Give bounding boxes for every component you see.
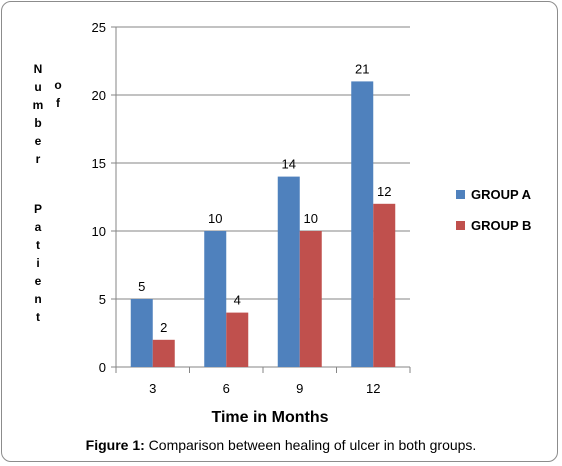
y-tick-label: 10 (92, 224, 106, 239)
data-label: 14 (282, 157, 296, 172)
y-title-letter: a (35, 220, 42, 234)
x-tick-label: 9 (296, 381, 303, 396)
bar-group-b-6 (226, 312, 249, 367)
bar-group-b-3 (152, 339, 175, 367)
caption-label: Figure 1: (85, 437, 145, 453)
bar-group-a-12 (351, 81, 374, 368)
y-tick-label: 20 (92, 88, 106, 103)
x-tick-label: 3 (149, 381, 156, 396)
y-tick-label: 5 (99, 292, 106, 307)
y-title-letter: u (34, 80, 41, 94)
caption-text: Comparison between healing of ulcer in b… (144, 437, 477, 453)
data-label: 10 (208, 211, 222, 226)
y-title-letter: P (34, 202, 42, 216)
data-label: 5 (138, 279, 145, 294)
y-title-word-of: of (54, 78, 61, 110)
y-title-letter: b (34, 116, 41, 130)
x-tick-label: 12 (366, 381, 380, 396)
y-tick-label: 25 (92, 20, 106, 35)
bar-group-b-12 (373, 203, 396, 367)
data-label: 12 (377, 184, 391, 199)
data-label: 2 (160, 320, 167, 335)
y-title-letter: o (54, 78, 61, 92)
y-title-letter: N (34, 62, 43, 76)
bar-group-b-9 (299, 231, 322, 367)
data-label: 4 (234, 293, 241, 308)
y-title-letter: t (36, 238, 40, 252)
bars (130, 81, 396, 368)
y-title-letter: r (36, 152, 41, 166)
legend-label: GROUP B (471, 218, 531, 233)
legend-swatch-group-a (456, 190, 465, 199)
x-tick-label: 6 (223, 381, 230, 396)
legend-swatch-group-b (456, 221, 465, 230)
y-title-letter: n (34, 292, 41, 306)
legend: GROUP A GROUP B (456, 187, 532, 233)
data-labels: 5 2 10 4 14 10 21 12 (138, 61, 391, 334)
bar-group-a-6 (204, 231, 227, 367)
y-tick-label: 0 (99, 360, 106, 375)
data-label: 21 (355, 61, 369, 76)
y-title-letter: i (36, 256, 39, 270)
bar-group-a-3 (130, 299, 153, 367)
y-title-letter: e (35, 134, 42, 148)
y-title-letter: t (36, 310, 40, 324)
legend-label: GROUP A (471, 187, 532, 202)
figure-caption: Figure 1: Comparison between healing of … (0, 437, 562, 453)
y-title-letter: f (56, 96, 61, 110)
bar-group-a-9 (277, 176, 300, 367)
y-title-letter: m (33, 98, 44, 112)
y-title-letter: e (35, 274, 42, 288)
data-label: 10 (304, 211, 318, 226)
x-axis-title: Time in Months (211, 409, 328, 426)
y-tick-label: 15 (92, 156, 106, 171)
